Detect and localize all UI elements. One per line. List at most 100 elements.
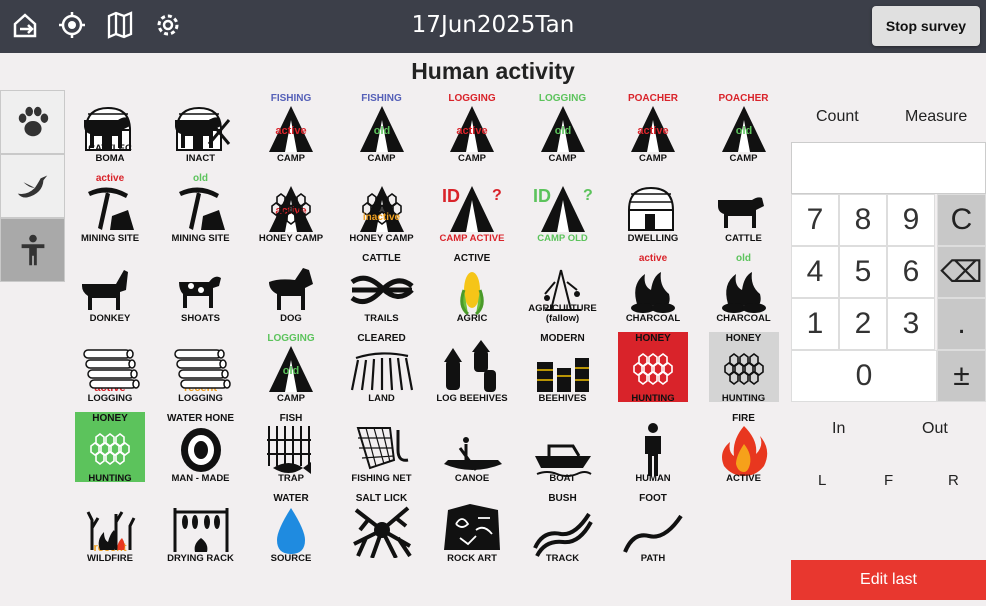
- decimal-button[interactable]: .: [937, 298, 986, 350]
- tile-rock-art[interactable]: ROCK ART: [428, 492, 516, 570]
- key-5[interactable]: 5: [839, 246, 887, 298]
- tab-mammals[interactable]: [0, 90, 65, 154]
- tile-label: TRACK: [545, 553, 580, 564]
- tile-human[interactable]: HUMAN: [609, 412, 697, 490]
- tab-human-activity[interactable]: [0, 218, 65, 282]
- tile-top-label: HONEY: [92, 413, 128, 424]
- measure-tab[interactable]: Measure: [905, 108, 968, 125]
- count-tab[interactable]: Count: [816, 108, 859, 125]
- tile-icon: [180, 428, 221, 472]
- tile-camp-active[interactable]: ID? CAMP ACTIVE: [428, 172, 516, 250]
- tile-salt-lick-salt-lick[interactable]: SALT LICK: [338, 492, 426, 570]
- tile-top-label: old: [736, 253, 751, 264]
- tile-logging-camp[interactable]: LOGGING old CAMP: [247, 332, 335, 410]
- tile-icon: [534, 444, 592, 477]
- tile-top-label: FOOT: [639, 493, 667, 504]
- tile-honey-hunting[interactable]: HONEY HUNTING: [66, 412, 154, 490]
- tile-label: SHOATS: [181, 313, 220, 324]
- left-button[interactable]: L: [818, 472, 827, 489]
- tile-icon: [723, 353, 764, 385]
- tile-modern-beehives[interactable]: MODERN BEEHIVES: [519, 332, 607, 410]
- tile-top-label: POACHER: [718, 93, 769, 104]
- plus-minus-button[interactable]: ±: [937, 350, 986, 402]
- tile-honey-camp[interactable]: active HONEY CAMP: [247, 172, 335, 250]
- tile-icon: [532, 512, 593, 557]
- tile-foot-path[interactable]: FOOT PATH: [609, 492, 697, 570]
- tile-cleared-land[interactable]: CLEARED LAND: [338, 332, 426, 410]
- tile-old-mining-site[interactable]: old MINING SITE: [157, 172, 245, 250]
- tile-label: LAND: [368, 393, 395, 404]
- locate-icon[interactable]: [57, 10, 87, 40]
- tile-fishing-camp[interactable]: FISHING active CAMP: [247, 92, 335, 170]
- tile-logging[interactable]: recentLOGGING: [157, 332, 245, 410]
- tile-fish-trap[interactable]: FISH TRAP: [247, 412, 335, 490]
- edit-last-button[interactable]: Edit last: [791, 560, 986, 600]
- tile-icon: [536, 358, 589, 392]
- key-0[interactable]: 0: [791, 350, 937, 402]
- tile-donkey[interactable]: DONKEY: [66, 252, 154, 330]
- tile-poacher-camp[interactable]: POACHER active CAMP: [609, 92, 697, 170]
- tile-poacher-camp[interactable]: POACHER old CAMP: [700, 92, 788, 170]
- key-8[interactable]: 8: [839, 194, 887, 246]
- tile-inact[interactable]: INACT: [157, 92, 245, 170]
- tile-label: HONEY CAMP: [349, 233, 414, 244]
- tile-agriculture-fallow[interactable]: AGRICULTURE (fallow): [519, 252, 607, 330]
- key-1[interactable]: 1: [791, 298, 839, 350]
- key-7[interactable]: 7: [791, 194, 839, 246]
- tab-birds[interactable]: [0, 154, 65, 218]
- tile-cattle[interactable]: CATTLE: [700, 172, 788, 250]
- tile-dwelling[interactable]: DWELLING: [609, 172, 697, 250]
- tile-dog[interactable]: DOG: [247, 252, 335, 330]
- tile-shoats[interactable]: SHOATS: [157, 252, 245, 330]
- key-9[interactable]: 9: [887, 194, 935, 246]
- tile-fishing-camp[interactable]: FISHING old CAMP: [338, 92, 426, 170]
- tile-active-agric[interactable]: ACTIVE AGRIC: [428, 252, 516, 330]
- tile-label: CAMP: [639, 153, 667, 164]
- stop-survey-button[interactable]: Stop survey: [872, 6, 980, 46]
- tile-icon: [86, 511, 136, 550]
- key-3[interactable]: 3: [887, 298, 935, 350]
- out-button[interactable]: Out: [922, 420, 948, 437]
- map-icon[interactable]: [105, 10, 135, 40]
- tile-boat[interactable]: BOAT: [519, 412, 607, 490]
- tile-logging-camp[interactable]: LOGGING old CAMP: [519, 92, 607, 170]
- tile-fire-active[interactable]: FIRE ACTIVE: [700, 412, 788, 490]
- key-4[interactable]: 4: [791, 246, 839, 298]
- tile-canoe[interactable]: CANOE: [428, 412, 516, 490]
- tile-camp-old[interactable]: ID? CAMP OLD: [519, 172, 607, 250]
- svg-text:active: active: [456, 125, 487, 137]
- right-button[interactable]: R: [948, 472, 959, 489]
- in-button[interactable]: In: [832, 420, 846, 437]
- clear-button[interactable]: C: [937, 194, 986, 246]
- tile-icon: [84, 106, 131, 151]
- tile-fishing-net[interactable]: FISHING NET: [338, 412, 426, 490]
- key-2[interactable]: 2: [839, 298, 887, 350]
- tile-label: FISHING NET: [351, 473, 412, 484]
- tile-log-beehives[interactable]: LOG BEEHIVES: [428, 332, 516, 410]
- tile-cattlec-boma[interactable]: CATTLEC BOMA: [66, 92, 154, 170]
- exit-icon[interactable]: [10, 10, 40, 40]
- tile-icon: [173, 349, 231, 389]
- tile-honey-camp[interactable]: inactive HONEY CAMP: [338, 172, 426, 250]
- front-button[interactable]: F: [884, 472, 894, 489]
- tile-drying-rack[interactable]: DRYING RACK: [157, 492, 245, 570]
- key-6[interactable]: 6: [887, 246, 935, 298]
- tile-active-mining-site[interactable]: active MINING SITE: [66, 172, 154, 250]
- tile-icon: old: [721, 106, 766, 152]
- tile-top-label: POACHER: [627, 93, 678, 104]
- backspace-icon[interactable]: ⌫: [937, 246, 986, 298]
- tile-label: MINING SITE: [80, 233, 140, 244]
- tile-old-charcoal[interactable]: old CHARCOAL: [700, 252, 788, 330]
- tile-honey-hunting[interactable]: HONEY HUNTING: [700, 332, 788, 410]
- settings-icon[interactable]: [153, 10, 183, 40]
- tile-icon: [269, 268, 313, 310]
- tile-bush-track[interactable]: BUSH TRACK: [519, 492, 607, 570]
- tile-cattle-trails[interactable]: CATTLE TRAILS: [338, 252, 426, 330]
- tile-active-charcoal[interactable]: active CHARCOAL: [609, 252, 697, 330]
- tile-logging-camp[interactable]: LOGGING active CAMP: [428, 92, 516, 170]
- tile-honey-hunting[interactable]: HONEY HUNTING: [609, 332, 697, 410]
- tile-water-source[interactable]: WATER SOURCE: [247, 492, 335, 570]
- tile-logging[interactable]: activeLOGGING: [66, 332, 154, 410]
- tile-water-hone-man-made[interactable]: WATER HONE MAN - MADE: [157, 412, 245, 490]
- tile-wildfire[interactable]: recentWILDFIRE: [66, 492, 154, 570]
